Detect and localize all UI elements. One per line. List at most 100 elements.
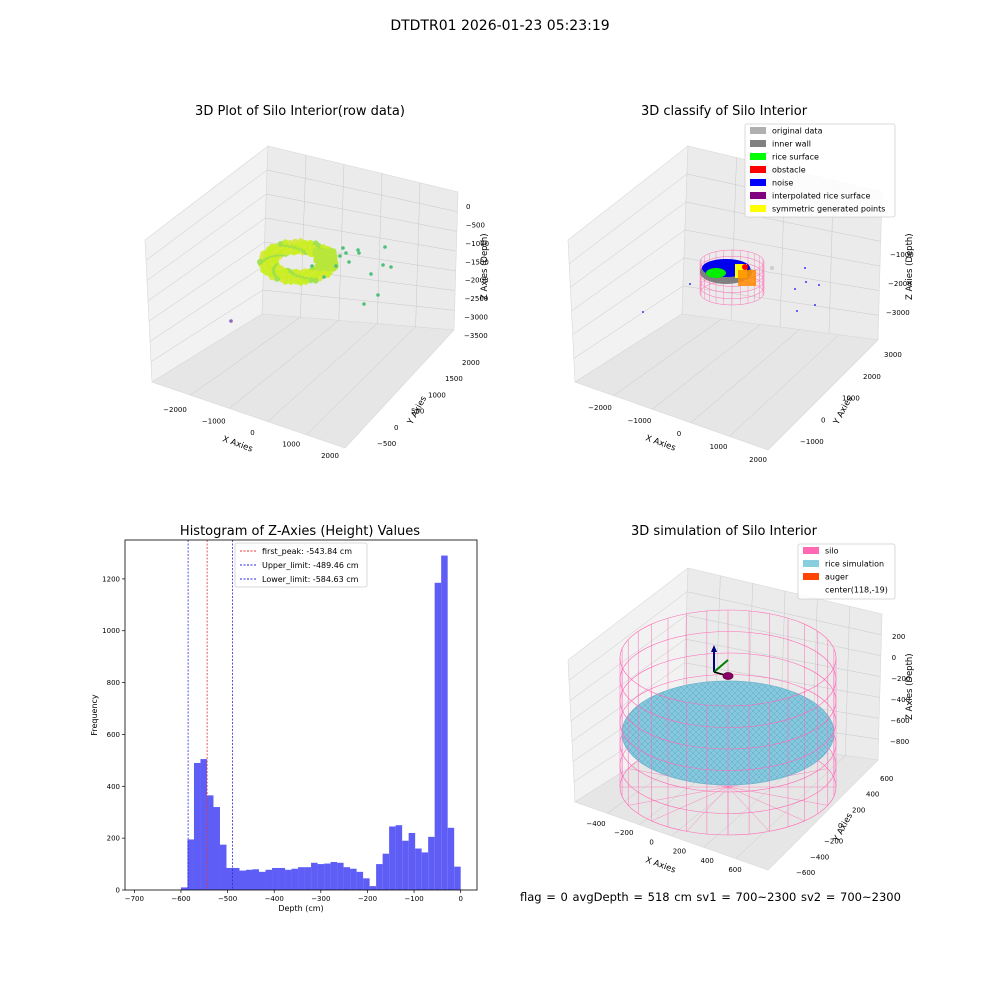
histogram-bar [415,848,422,890]
simulation-ytick: −200 [824,838,843,846]
histogram-bar [206,795,214,890]
histogram-ylabel: Frequency [90,694,99,736]
legend-label: Lower_limit: -584.63 cm [262,575,359,584]
histogram-bar [395,825,403,890]
panel-title-classify: 3D classify of Silo Interior [640,104,808,119]
raw-ytick: 1000 [428,391,446,399]
interp-points [738,270,756,286]
legend-label: silo [825,547,839,556]
histogram-bar [311,862,318,890]
histogram-bar [298,867,305,890]
classify-ytick: 3000 [884,351,902,359]
histogram-bar [278,867,286,890]
simulation-ztick: −600 [890,717,909,725]
raw-ztick: −2000 [465,277,489,285]
raw-ytick: 2000 [462,359,480,367]
raw-zlabel: Z Axies (Depth) [480,233,490,300]
histogram-bar [193,762,201,890]
histogram-bar [356,871,364,890]
panel-title-simulation: 3D simulation of Silo Interior [631,524,817,539]
histogram-bar [200,759,207,890]
raw-xtick: 0 [250,429,254,437]
histogram-axes: −700 −600 −500 −400 −300 −200 −100 0 0 200 400 600… [90,539,478,913]
histogram-bar [421,852,429,890]
histogram-bar [252,869,260,890]
histogram-bar [330,862,338,890]
legend-swatch [750,153,766,160]
histogram-bar [369,886,377,890]
simulation-ytick: 200 [852,806,865,814]
legend-label: rice surface [772,153,819,162]
histogram-bar [447,827,455,890]
histogram-bar [180,887,188,890]
histogram-bar [428,836,435,890]
simulation-xtick: 600 [728,866,741,874]
raw-ztick: −500 [466,221,485,229]
histogram-ytick: 600 [107,731,120,739]
histogram-bar [187,839,194,890]
classify-xlabel: X Axies [644,433,677,453]
legend-swatch [750,127,766,134]
histogram-bar [213,807,220,890]
simulation-ytick: −600 [796,869,815,877]
histogram-xtick: −400 [265,895,284,903]
raw-ztick: −2500 [465,295,489,303]
simulation-xtick: 400 [701,857,714,865]
raw-ytick: 500 [411,408,424,416]
raw-ytick: 0 [394,424,398,432]
classify-xtick: −2000 [588,404,612,412]
legend-swatch [750,166,766,173]
histogram-legend: first_peak: -543.84 cm Upper_limit: -489.… [234,542,368,588]
legend-label: original data [772,127,823,136]
simulation-xlabel: X Axies [644,855,677,875]
classify-ztick: −2000 [888,280,912,288]
histogram-bar [389,826,396,890]
histogram-bar [304,867,312,890]
legend-label: auger [825,573,849,582]
legend-swatch [750,179,766,186]
legend-swatch [750,205,766,212]
histogram-ytick: 400 [107,783,120,791]
raw-xtick: −2000 [163,406,187,414]
histogram-bar [408,832,416,890]
simulation-ytick: 600 [880,775,893,783]
simulation-xtick: 200 [673,848,686,856]
raw-xtick: 1000 [282,441,300,449]
histogram-xtick: 0 [458,895,462,903]
classify-xtick: −1000 [628,417,652,425]
histogram-bar [376,864,383,890]
histogram-ytick: 800 [107,679,120,687]
histogram-bar [265,869,273,890]
auger-arrows [711,645,734,680]
simulation-ztick: −200 [891,675,910,683]
simulation-xtick: −200 [614,829,633,837]
histogram-bar [285,869,292,890]
histogram-bar [232,867,240,890]
legend-swatch [750,140,766,147]
histogram-xtick: −100 [404,895,423,903]
histogram-bar [259,871,266,890]
simulation-3d-axes: X Axies Y Axies Z Axies (Depth) −400−200… [567,543,915,877]
legend-label: noise [772,179,793,188]
raw-ztick: −3500 [464,332,488,340]
classify-ytick: −1000 [800,438,824,446]
histogram-xtick: −700 [125,895,144,903]
legend-swatch [803,547,819,554]
classify-ztick: −3000 [886,309,910,317]
histogram-ytick: 1200 [102,575,120,583]
simulation-ztick: −400 [891,696,910,704]
histogram-xtick: −600 [171,895,190,903]
histogram-bar [246,869,253,890]
legend-label: obstacle [772,166,806,175]
obstacle-points [742,264,748,270]
histogram-xtick: −300 [311,895,330,903]
panel-title-raw: 3D Plot of Silo Interior(row data) [195,104,405,119]
histogram-ytick: 0 [116,887,120,895]
histogram-bar [454,866,461,890]
raw-xtick: 2000 [321,452,339,460]
legend-swatch [803,560,819,567]
raw-xtick: −1000 [202,418,226,426]
classify-ztick: −1000 [890,251,914,259]
histogram-xtick: −500 [218,895,237,903]
